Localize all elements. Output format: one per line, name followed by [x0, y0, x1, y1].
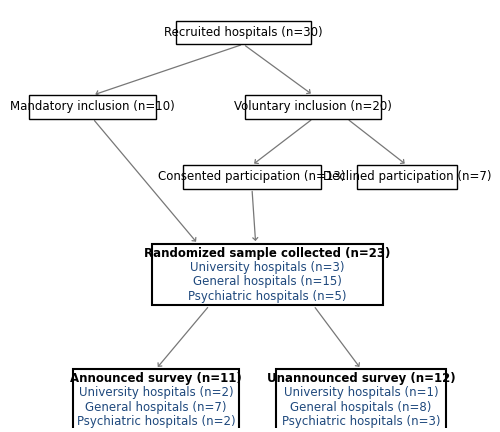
- Text: Psychiatric hospitals (n=2): Psychiatric hospitals (n=2): [76, 415, 235, 428]
- Text: Voluntary inclusion (n=20): Voluntary inclusion (n=20): [234, 100, 392, 113]
- Text: University hospitals (n=1): University hospitals (n=1): [284, 386, 438, 399]
- Text: Randomized sample collected (n=23): Randomized sample collected (n=23): [144, 247, 390, 260]
- Bar: [356, 165, 457, 189]
- Bar: [152, 244, 383, 305]
- Text: General hospitals (n=7): General hospitals (n=7): [85, 400, 227, 413]
- Bar: [276, 369, 446, 431]
- Bar: [30, 95, 156, 118]
- Bar: [73, 369, 239, 431]
- Bar: [176, 21, 311, 44]
- Text: Consented participation (n=13): Consented participation (n=13): [158, 170, 346, 184]
- Text: Announced survey (n=11): Announced survey (n=11): [70, 372, 242, 385]
- Bar: [184, 165, 320, 189]
- Text: General hospitals (n=15): General hospitals (n=15): [193, 275, 342, 288]
- Text: University hospitals (n=3): University hospitals (n=3): [190, 261, 344, 274]
- Text: Declined participation (n=7): Declined participation (n=7): [322, 170, 491, 184]
- Text: University hospitals (n=2): University hospitals (n=2): [78, 386, 234, 399]
- Text: General hospitals (n=8): General hospitals (n=8): [290, 400, 432, 413]
- Text: Unannounced survey (n=12): Unannounced survey (n=12): [266, 372, 456, 385]
- Text: Psychiatric hospitals (n=3): Psychiatric hospitals (n=3): [282, 415, 440, 428]
- Bar: [246, 95, 380, 118]
- Text: Psychiatric hospitals (n=5): Psychiatric hospitals (n=5): [188, 289, 346, 302]
- Text: Recruited hospitals (n=30): Recruited hospitals (n=30): [164, 26, 322, 39]
- Text: Mandatory inclusion (n=10): Mandatory inclusion (n=10): [10, 100, 175, 113]
